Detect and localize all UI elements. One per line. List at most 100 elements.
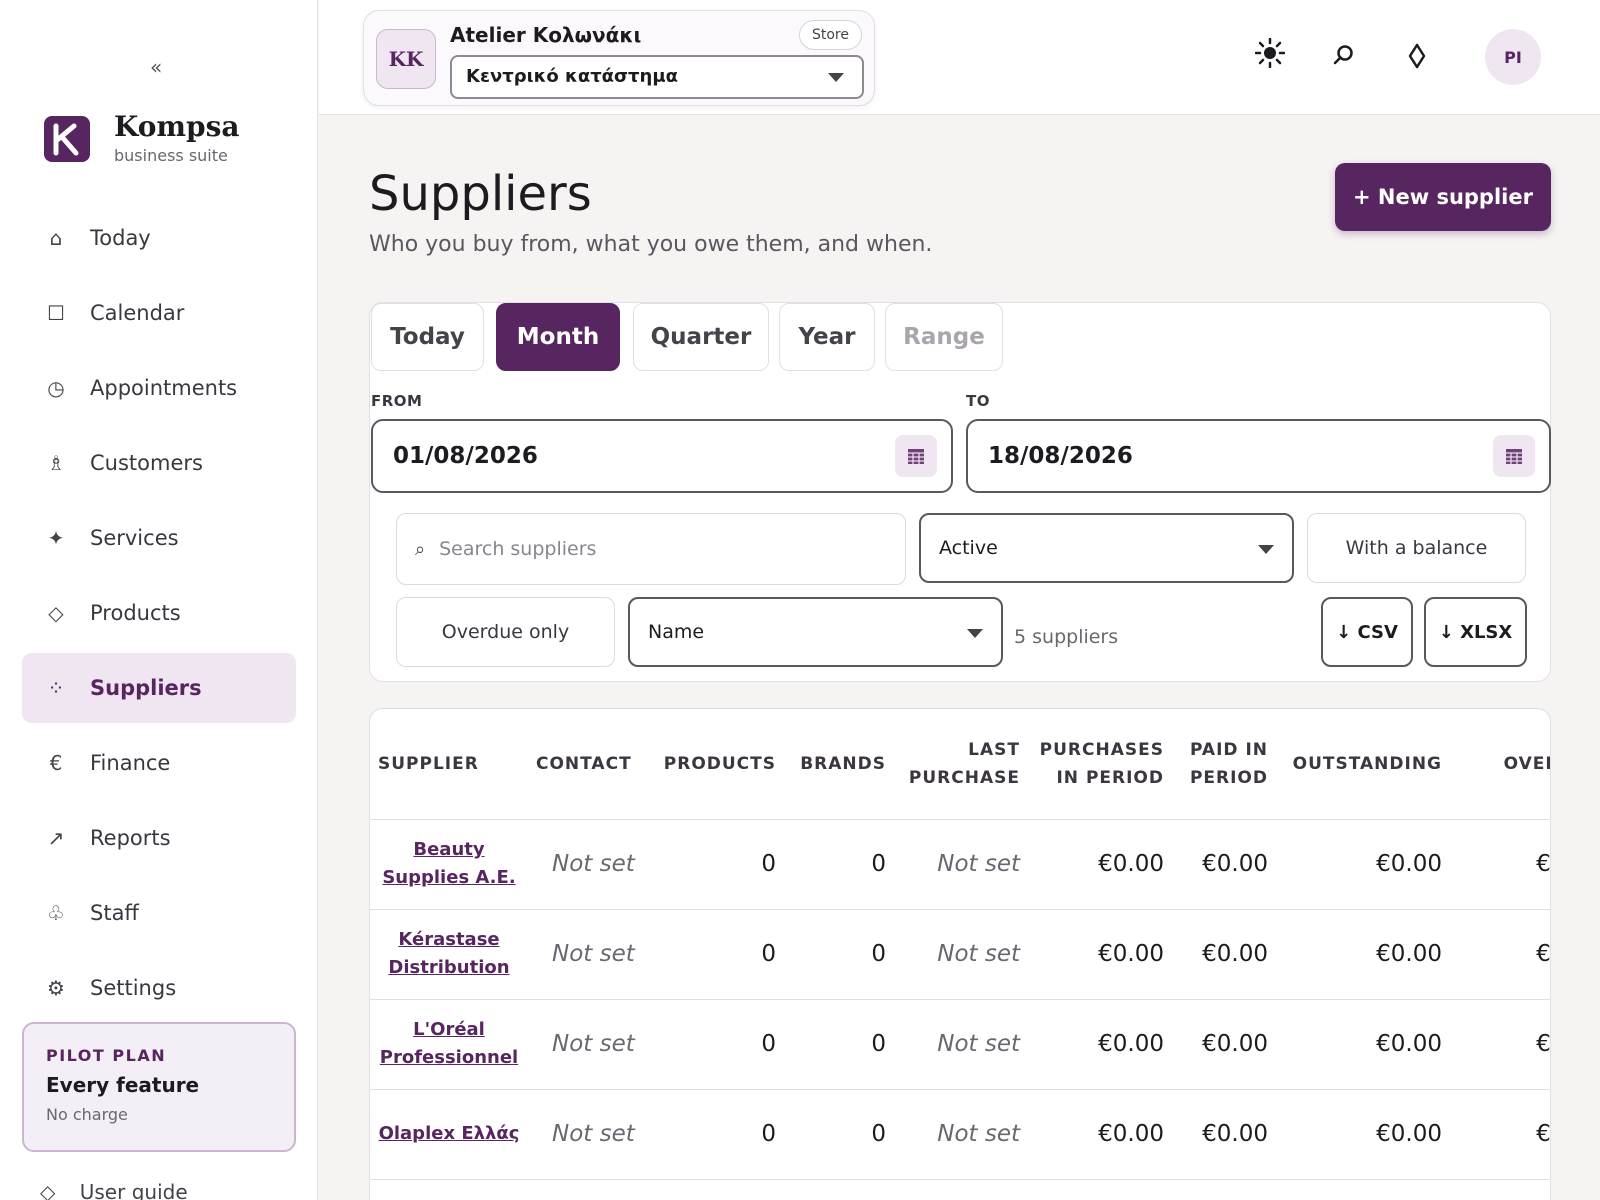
diamond-icon[interactable] xyxy=(1405,42,1429,76)
products-cell: 0 xyxy=(654,909,784,1000)
plan-kicker: PILOT PLAN xyxy=(46,1046,167,1065)
gear-icon: ⚙ xyxy=(47,976,65,1000)
brand-name: Kompsa xyxy=(114,110,240,143)
tab-today[interactable]: Today xyxy=(371,303,484,371)
sidebar-item-finance[interactable]: € Finance xyxy=(22,728,296,798)
search-icon: ⌕ xyxy=(415,538,426,560)
to-date-value: 18/08/2026 xyxy=(988,443,1133,469)
supplier-link[interactable]: Olaplex Ελλάς xyxy=(378,1123,520,1144)
table-row[interactable]: Beauty Supplies A.E. Not set 0 0 Not set €0.0… xyxy=(370,819,1550,910)
sidebar: « Kompsa business suite ⌂ Today ☐ Calendar ◷… xyxy=(0,0,318,1200)
dots-icon: ⁘ xyxy=(47,676,65,700)
last-purchase-cell: Not set xyxy=(894,819,1028,910)
overdue-only-toggle[interactable]: Overdue only xyxy=(396,597,615,667)
sort-select[interactable]: Name xyxy=(628,597,1003,667)
column-header[interactable]: OVERDUE xyxy=(1450,709,1550,820)
tab-quarter[interactable]: Quarter xyxy=(633,303,769,371)
collapse-sidebar-icon[interactable]: « xyxy=(150,55,163,79)
sidebar-item-products[interactable]: ◇ Products xyxy=(22,578,296,648)
sidebar-item-calendar[interactable]: ☐ Calendar xyxy=(22,278,296,348)
staff-icon: ♧ xyxy=(47,901,65,925)
tab-year[interactable]: Year xyxy=(779,303,875,371)
column-header[interactable]: CONTACT xyxy=(528,709,654,820)
from-date-value: 01/08/2026 xyxy=(393,443,538,469)
filters-panel: Today Month Quarter Year Range FROM TO 01/08… xyxy=(369,302,1551,682)
sidebar-item-appointments[interactable]: ◷ Appointments xyxy=(22,353,296,423)
last-purchase-cell: Not set xyxy=(894,909,1028,1000)
brands-cell: 0 xyxy=(784,819,894,910)
person-icon: ♗ xyxy=(47,451,65,475)
column-header[interactable]: PAID IN PERIOD xyxy=(1172,709,1276,820)
sidebar-item-label: Customers xyxy=(90,451,203,475)
brands-cell: 0 xyxy=(784,909,894,1000)
search-icon[interactable] xyxy=(1331,42,1357,74)
arrow-up-right-icon: ↗ xyxy=(47,826,65,850)
euro-icon: € xyxy=(49,751,63,775)
home-icon: ⌂ xyxy=(49,226,63,250)
sidebar-item-settings[interactable]: ⚙ Settings xyxy=(22,953,296,1023)
column-header[interactable]: PURCHASES IN PERIOD xyxy=(1028,709,1172,820)
paid-cell: €0.00 xyxy=(1172,819,1276,910)
column-header[interactable]: PRODUCTS xyxy=(654,709,784,820)
outstanding-cell: €0.00 xyxy=(1276,819,1450,910)
table-row[interactable]: Olaplex Ελλάς Not set 0 0 Not set €0.00 €0.00 €… xyxy=(370,1089,1550,1180)
with-balance-toggle[interactable]: With a balance xyxy=(1307,513,1526,583)
chevron-down-icon xyxy=(828,73,844,82)
contact-cell: Not set xyxy=(528,999,654,1090)
sidebar-item-services[interactable]: ✦ Services xyxy=(22,503,296,573)
sidebar-item-suppliers[interactable]: ⁘ Suppliers xyxy=(22,653,296,723)
sidebar-item-staff[interactable]: ♧ Staff xyxy=(22,878,296,948)
plan-card[interactable]: PILOT PLAN Every feature No charge xyxy=(22,1022,296,1152)
supplier-link[interactable]: Beauty Supplies A.E. xyxy=(382,839,516,888)
sidebar-item-label: Reports xyxy=(90,826,171,850)
tab-month[interactable]: Month xyxy=(496,303,620,371)
plan-title: Every feature xyxy=(46,1073,200,1097)
supplier-link[interactable]: L'Oréal Professionnel xyxy=(379,1019,519,1068)
theme-toggle-icon[interactable] xyxy=(1254,37,1286,74)
sidebar-item-label: Services xyxy=(90,526,179,550)
paid-cell: €0.00 xyxy=(1172,909,1276,1000)
paid-cell: €0.00 xyxy=(1172,999,1276,1090)
sidebar-item-user-guide[interactable]: ◇ User guide xyxy=(40,1180,188,1200)
table-row[interactable]: Kérastase Distribution Not set 0 0 Not set €0… xyxy=(370,909,1550,1000)
status-value: Active xyxy=(939,537,998,559)
sidebar-item-label: Finance xyxy=(90,751,171,775)
sidebar-item-customers[interactable]: ♗ Customers xyxy=(22,428,296,498)
supplier-cell: Beauty Supplies A.E. xyxy=(370,819,528,910)
contact-cell: Not set xyxy=(528,1089,654,1180)
to-date-input[interactable]: 18/08/2026 xyxy=(966,419,1551,493)
column-header[interactable]: OUTSTANDING xyxy=(1276,709,1450,820)
table-row[interactable]: L'Oréal Professionnel Not set 0 0 Not set €0.… xyxy=(370,999,1550,1090)
sidebar-item-label: Staff xyxy=(90,901,139,925)
column-header[interactable]: SUPPLIER xyxy=(370,709,528,820)
from-date-input[interactable]: 01/08/2026 xyxy=(371,419,953,493)
user-avatar[interactable]: PI xyxy=(1485,29,1541,85)
column-header[interactable]: LAST PURCHASE xyxy=(894,709,1028,820)
overdue-cell: €0.00 xyxy=(1450,999,1550,1090)
search-input[interactable]: ⌕ Search suppliers xyxy=(396,513,906,585)
calendar-icon[interactable] xyxy=(1493,435,1535,477)
products-cell: 0 xyxy=(654,1089,784,1180)
sidebar-nav: ⌂ Today ☐ Calendar ◷ Appointments ♗ Customers ✦ S… xyxy=(22,203,296,1028)
sidebar-item-reports[interactable]: ↗ Reports xyxy=(22,803,296,873)
supplier-cell: L'Oréal Professionnel xyxy=(370,999,528,1090)
paid-cell: €0.00 xyxy=(1172,1089,1276,1180)
from-label: FROM xyxy=(371,392,423,410)
sidebar-item-today[interactable]: ⌂ Today xyxy=(22,203,296,273)
supplier-link[interactable]: Kérastase Distribution xyxy=(388,929,510,978)
calendar-icon[interactable] xyxy=(895,435,937,477)
store-name: Atelier Κολωνάκι xyxy=(450,23,642,47)
export-csv-button[interactable]: ↓ CSV xyxy=(1321,597,1413,667)
status-select[interactable]: Active xyxy=(919,513,1294,583)
tab-range[interactable]: Range xyxy=(885,303,1003,371)
brand[interactable]: Kompsa business suite xyxy=(44,112,240,165)
sidebar-item-label: Calendar xyxy=(90,301,185,325)
store-switcher[interactable]: KK Atelier Κολωνάκι Store Κεντρικό κατάσ… xyxy=(363,10,875,106)
new-supplier-button[interactable]: + New supplier xyxy=(1335,163,1551,231)
location-select[interactable]: Κεντρικό κατάστημα xyxy=(450,55,864,99)
suppliers-table: SUPPLIER CONTACT PRODUCTS BRANDS LAST PURCHA… xyxy=(369,708,1551,1200)
column-header[interactable]: BRANDS xyxy=(784,709,894,820)
purchases-cell: €0.00 xyxy=(1028,1089,1172,1180)
export-xlsx-button[interactable]: ↓ XLSX xyxy=(1424,597,1527,667)
products-cell: 0 xyxy=(654,999,784,1090)
